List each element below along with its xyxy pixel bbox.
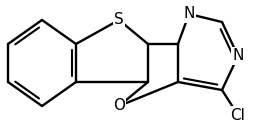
Text: N: N xyxy=(183,6,195,22)
Text: Cl: Cl xyxy=(231,108,246,123)
Text: N: N xyxy=(232,48,244,63)
Text: O: O xyxy=(113,99,125,113)
Text: S: S xyxy=(114,13,124,27)
